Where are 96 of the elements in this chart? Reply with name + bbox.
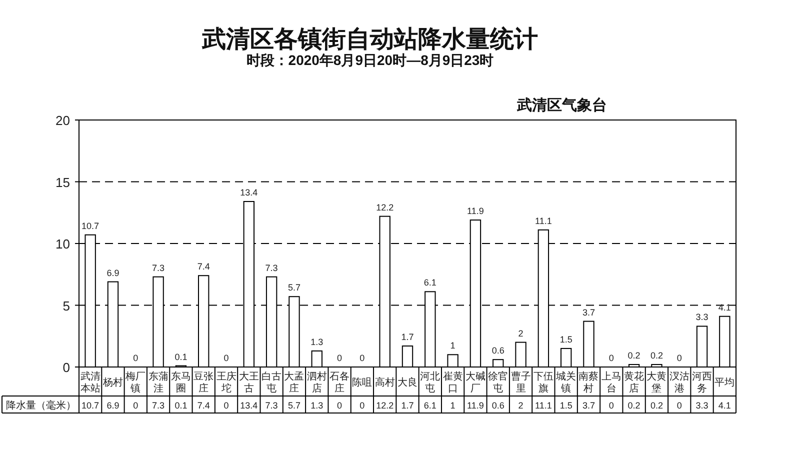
x-tick-label: 黄花店 — [624, 370, 644, 394]
x-tick-label: 杨村 — [102, 376, 123, 388]
x-tick-label: 上马台 — [601, 370, 622, 394]
data-label: 11.1 — [535, 400, 552, 410]
x-tick-label: 梅厂镇 — [124, 370, 146, 394]
data-label: 1.3 — [310, 400, 324, 410]
text: 1.5 — [560, 334, 572, 344]
text: 1.3 — [310, 336, 324, 347]
text: 0 — [608, 353, 614, 363]
x-tick-label: 崔黄口 — [442, 370, 463, 394]
data-label: 1.5 — [560, 400, 572, 410]
y-tick-label: 10 — [56, 236, 70, 252]
text: 12.2 — [376, 202, 394, 212]
text: 5.7 — [288, 282, 300, 293]
x-tick-label: 石各庄 — [330, 372, 350, 394]
x-tick-label: 曹子里 — [510, 370, 531, 394]
data-label: 0 — [224, 400, 229, 410]
x-tick-label: 大孟庄 — [284, 370, 304, 394]
x-tick-label: 王庆坨 — [216, 370, 236, 394]
data-label: 6.1 — [424, 400, 436, 410]
data-label: 0 — [676, 400, 682, 410]
x-tick-label: 高村 — [374, 376, 395, 388]
text: 11.9 — [467, 206, 484, 216]
text: 0 — [676, 353, 682, 363]
data-label: 0.2 — [628, 400, 640, 410]
y-tick-label: 5 — [62, 298, 70, 314]
data-label: 1 — [450, 400, 456, 410]
x-tick-label: 豆张庄 — [194, 370, 214, 394]
data-label: 0.1 — [174, 400, 188, 410]
y-tick-label: 15 — [56, 174, 70, 190]
data-label: 13.4 — [240, 400, 258, 410]
text: 0.1 — [174, 352, 188, 362]
x-tick-label: 河西务 — [692, 370, 712, 394]
x-tick-label: 大黄堡 — [646, 370, 667, 394]
text: 6.9 — [106, 268, 120, 278]
text: 0.2 — [650, 350, 663, 361]
text: 0 — [360, 353, 365, 363]
x-tick-label: 武清本站 — [80, 370, 100, 394]
data-label: 0 — [608, 400, 614, 410]
data-label: 7.4 — [197, 400, 210, 410]
data-label: 0.6 — [492, 400, 504, 410]
x-tick-label: 陈咀 — [352, 376, 372, 388]
x-tick-label: 平均 — [714, 376, 735, 388]
x-tick-label: 徐官屯 — [488, 370, 508, 394]
text: 1.7 — [401, 332, 414, 342]
text: 1 — [450, 340, 456, 351]
x-tick-label: 东蒲洼 — [148, 370, 168, 394]
data-label: 3.7 — [582, 400, 595, 410]
chart-subtitle: 时段：2020年8月9日20时—8月9日23时 — [246, 52, 494, 68]
x-tick-label: 泗村店 — [306, 370, 327, 394]
text: 7.4 — [197, 262, 210, 272]
x-tick-label: 汊沽港 — [669, 370, 690, 394]
text: 6.1 — [424, 278, 436, 288]
data-label: 0 — [133, 400, 138, 410]
y-tick-label: 20 — [56, 113, 70, 128]
data-label: 11.9 — [467, 400, 484, 410]
data-label: 0 — [337, 400, 342, 410]
data-label: 0 — [360, 400, 365, 410]
text: 0 — [224, 353, 229, 363]
data-label: 1.7 — [401, 400, 414, 410]
chart-title: 武清区各镇街自动站降水量统计 — [201, 26, 538, 53]
text: 2 — [518, 328, 524, 338]
x-tick-label: 大王古 — [238, 370, 259, 394]
text: 3.3 — [696, 312, 708, 322]
y-tick-label: 0 — [62, 360, 70, 375]
x-tick-label: 白古屯 — [262, 370, 282, 394]
x-tick-label: 下伍旗 — [533, 372, 554, 394]
text: 7.3 — [152, 262, 165, 273]
data-label: 12.2 — [376, 400, 394, 410]
x-tick-label: 城关镇 — [555, 370, 576, 394]
data-label: 5.7 — [288, 400, 300, 410]
data-label: 0.2 — [650, 400, 663, 410]
text: 武清区气象台 — [516, 97, 607, 114]
x-tick-label: 南蔡村 — [578, 370, 599, 394]
data-label: 6.9 — [106, 400, 120, 410]
text: 7.3 — [265, 262, 278, 273]
data-label: 7.3 — [265, 400, 278, 410]
data-label: 10.7 — [82, 400, 100, 410]
legend-label: 降水量（毫米） — [6, 400, 76, 412]
data-label: 3.3 — [696, 400, 708, 410]
data-label: 4.1 — [718, 400, 731, 410]
data-label: 2 — [518, 400, 524, 410]
x-tick-label: 大良 — [398, 376, 418, 388]
text: 0.2 — [628, 350, 640, 361]
text: 4.1 — [718, 302, 731, 312]
x-tick-label: 东马圈 — [170, 370, 191, 394]
text: 3.7 — [582, 307, 595, 318]
text: 11.1 — [535, 216, 552, 226]
text: 13.4 — [240, 188, 258, 198]
text: 0 — [337, 353, 342, 363]
data-label: 7.3 — [152, 400, 165, 410]
text: 0 — [133, 353, 138, 363]
x-tick-label: 大碱厂 — [465, 370, 486, 394]
text: 10.7 — [82, 220, 100, 231]
text: 0.6 — [492, 346, 504, 356]
x-tick-label: 河北屯 — [420, 370, 440, 394]
